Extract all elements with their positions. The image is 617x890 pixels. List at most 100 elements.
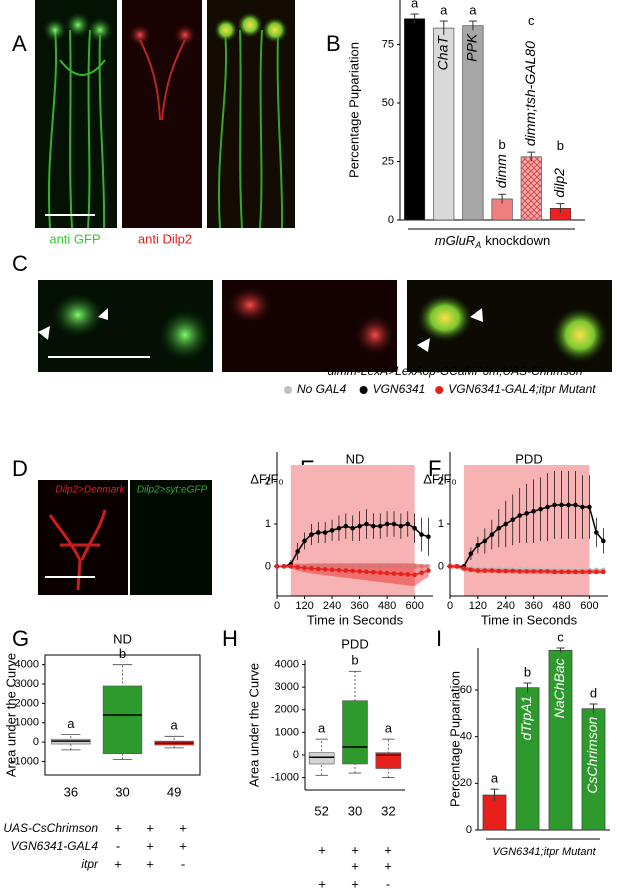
image-caption: Dilp2>syt:eGFP — [137, 485, 208, 496]
image-caption: anti GFP — [49, 231, 100, 246]
data-point — [364, 521, 369, 527]
data-point — [503, 568, 509, 574]
legend-label: No GAL4 — [297, 382, 347, 396]
data-point — [412, 525, 417, 531]
genotype-sign: - — [386, 876, 390, 890]
significance-letter: a — [385, 721, 393, 736]
data-point — [545, 569, 550, 574]
image-caption: anti Dilp2 — [138, 231, 192, 246]
data-point — [398, 564, 404, 569]
data-point — [566, 569, 571, 575]
data-point — [552, 569, 557, 575]
y-tick-label: 50 — [382, 97, 394, 109]
x-tick-label: 600 — [580, 600, 598, 612]
data-point — [573, 569, 578, 575]
chart-title: PDD — [515, 451, 542, 466]
data-point — [566, 502, 571, 508]
y-tick-label: 40 — [460, 731, 472, 743]
data-point — [510, 517, 516, 523]
y-tick-label: 0 — [466, 824, 472, 836]
legend-label: VGN6341 — [373, 382, 426, 396]
genotype-sign: + — [114, 856, 122, 871]
y-tick-label: 2 — [438, 476, 444, 488]
x-tick-label: 0 — [447, 600, 453, 612]
data-point — [309, 532, 314, 537]
data-point — [419, 532, 424, 537]
data-point — [350, 525, 356, 531]
data-point — [336, 525, 342, 531]
genotype-sign: - — [116, 838, 120, 853]
data-point — [391, 521, 397, 527]
data-point — [426, 568, 431, 573]
data-point — [384, 570, 390, 576]
data-point — [601, 569, 606, 575]
y-tick-label: 3000 — [15, 678, 39, 690]
data-point — [405, 572, 411, 577]
data-point — [538, 569, 543, 574]
box — [342, 700, 368, 765]
y-tick-label: 1000 — [15, 717, 39, 729]
y-tick-label: 1 — [265, 518, 271, 530]
data-point — [371, 564, 376, 569]
data-point — [489, 532, 495, 537]
category-label: NaChBac — [551, 658, 567, 718]
data-point — [489, 568, 495, 573]
significance-letter: a — [67, 716, 75, 731]
data-point — [468, 567, 474, 573]
legend-marker — [359, 386, 368, 394]
y-tick-label: 0 — [438, 560, 444, 572]
panel-label: D — [12, 456, 28, 481]
image-caption: Dilp2>Denmark — [55, 485, 125, 496]
y-tick-label: 0 — [293, 749, 299, 761]
panel-label: I — [436, 626, 442, 651]
chart-title: ND — [346, 451, 365, 466]
data-point — [524, 511, 529, 516]
data-point — [475, 568, 481, 573]
data-point — [357, 569, 362, 574]
genotype-sign: + — [146, 856, 154, 871]
data-point — [315, 566, 321, 572]
y-axis-label: Area under the Curve — [3, 653, 18, 777]
data-point — [580, 504, 585, 510]
data-point — [343, 523, 349, 529]
x-tick-label: 0 — [274, 600, 280, 612]
data-point — [302, 538, 307, 544]
panel-label: B — [326, 31, 341, 56]
x-axis-label: Time in Seconds — [307, 612, 404, 627]
data-point — [503, 521, 509, 527]
significance-letter: a — [491, 771, 499, 786]
genotype-sign: + — [179, 820, 187, 835]
sample-count: 49 — [167, 784, 181, 799]
box — [375, 752, 402, 769]
data-point — [517, 569, 523, 574]
data-point — [405, 564, 411, 569]
data-point — [274, 564, 280, 569]
data-point — [468, 551, 474, 556]
y-tick-label: -1000 — [11, 755, 39, 767]
significance-letter: d — [590, 685, 597, 700]
category-label: PPK — [464, 33, 480, 62]
data-point — [343, 568, 349, 573]
data-point — [322, 530, 328, 535]
data-point — [601, 538, 606, 544]
y-tick-label: 20 — [460, 777, 472, 789]
y-tick-label: 2 — [265, 476, 271, 488]
data-point — [538, 506, 543, 512]
x-axis-label-gene: mGluR — [435, 233, 475, 248]
data-point — [594, 530, 599, 535]
significance-letter: b — [524, 664, 531, 679]
genotype-sign: + — [179, 838, 187, 853]
data-point — [391, 571, 397, 576]
significance-letter: b — [557, 138, 564, 153]
x-tick-label: 120 — [469, 600, 487, 612]
chart-title: PDD — [341, 636, 368, 651]
genotype-label: itpr — [81, 857, 99, 871]
data-point — [384, 564, 390, 569]
category-label: dimm;tsh-GAL80 — [522, 41, 538, 146]
data-point — [336, 564, 342, 569]
genotype-sign: + — [384, 858, 392, 873]
image-panel-a: anti GFP anti Dilp2 — [35, 0, 295, 246]
image-panel-d: Dilp2>Denmark Dilp2>syt:eGFP — [38, 480, 212, 595]
significance-letter: b — [498, 137, 505, 152]
